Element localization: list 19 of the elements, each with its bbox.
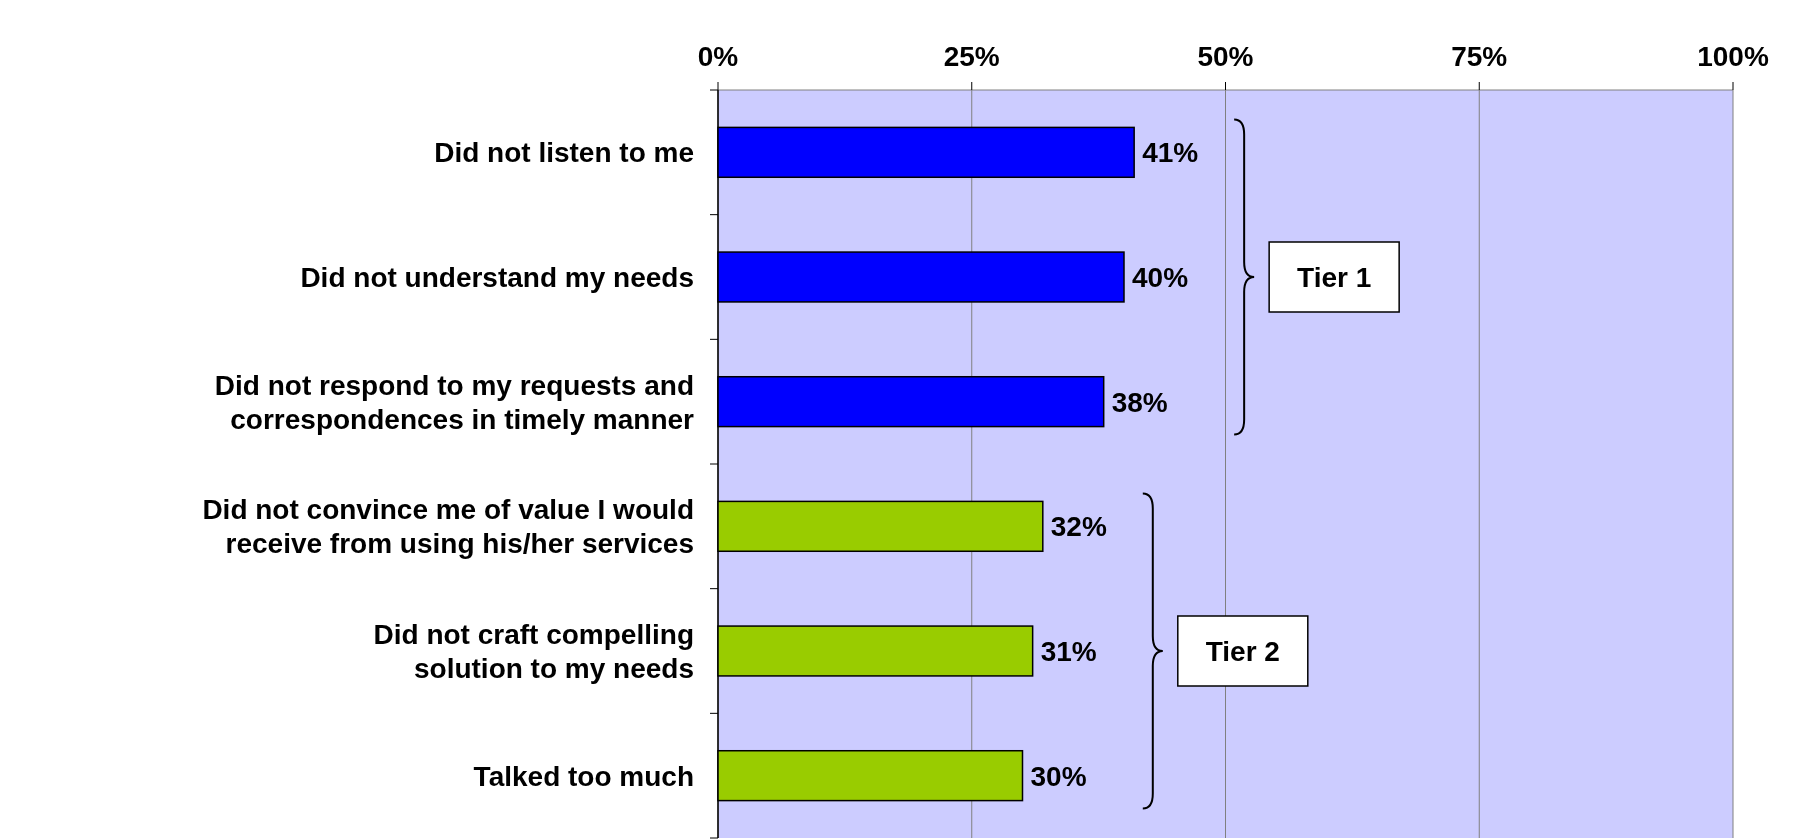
x-tick-label: 100% (1697, 41, 1769, 72)
data-label: 32% (1050, 511, 1107, 543)
x-tick-label: 25% (943, 41, 1000, 72)
data-label: 41% (1142, 137, 1199, 169)
y-tick-label: Did not convince me of value I would receive from using his/her services (202, 494, 694, 560)
data-label: 38% (1111, 386, 1168, 418)
x-tick-label: 50% (1197, 41, 1254, 72)
annotation: Tier 1 (1297, 262, 1372, 293)
data-label: 31% (1040, 636, 1097, 667)
data-label: 40% (1132, 262, 1189, 293)
annotation: Tier 2 (1205, 636, 1280, 667)
y-tick-label: Did not understand my needs (300, 262, 694, 293)
x-tick-label: 0% (697, 41, 739, 72)
y-tick-label: Talked too much (473, 760, 694, 792)
y-tick-label: Did not respond to my requests and correspondences in timely manner (214, 369, 695, 435)
data-label: 30% (1030, 760, 1087, 792)
y-tick-label: Did not craft compelling solution to my needs (373, 619, 694, 684)
x-tick-label: 75% (1451, 41, 1508, 72)
y-tick-label: Did not listen to me (434, 137, 694, 169)
